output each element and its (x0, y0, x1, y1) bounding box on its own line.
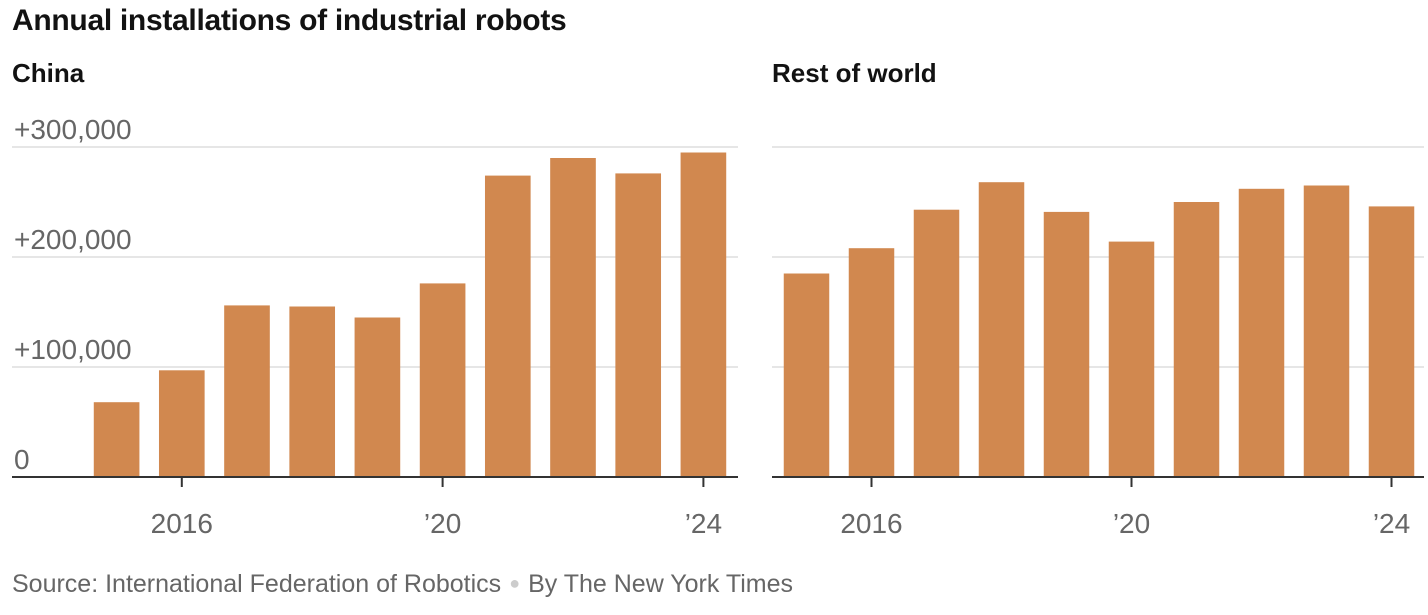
china-y-tick-label: 0 (14, 444, 30, 475)
byline-text: By The New York Times (528, 570, 793, 598)
rest-of-world-bar-2017 (913, 209, 960, 477)
china-bar-2015 (93, 402, 140, 477)
panel-title-china: China (12, 58, 85, 88)
china-y-tick-label: +200,000 (14, 224, 132, 255)
china-bar-2022 (550, 158, 596, 477)
china-bar-2020 (419, 283, 466, 477)
rest-of-world-bar-2022 (1238, 188, 1285, 478)
china-bar-2021 (484, 175, 531, 477)
china-y-tick-label: +300,000 (14, 114, 132, 145)
china-bar-2017 (224, 305, 270, 477)
china-bar-2016 (158, 370, 205, 477)
rest-of-world-x-tick-label: ’24 (1373, 508, 1410, 539)
china-bar-2024 (680, 152, 727, 477)
china-x-tick-label: 2016 (151, 508, 213, 539)
china-bar-2019 (354, 317, 401, 477)
rest-of-world-bar-2020 (1108, 241, 1155, 477)
rest-of-world-bar-2023 (1303, 185, 1350, 477)
rest-of-world-bar-2019 (1043, 211, 1090, 477)
rest-of-world-x-tick-label: ’20 (1113, 508, 1150, 539)
source-footer: Source: International Federation of Robo… (12, 570, 793, 599)
panel-title-rest-of-world: Rest of world (772, 58, 937, 88)
china-bar-2018 (289, 306, 336, 477)
china-x-tick-label: ’20 (424, 508, 461, 539)
china-bar-chart: 0 +100,000 +200,000 +300,000 2016 ’20 ’24 (12, 114, 738, 539)
rest-of-world-bar-2021 (1173, 202, 1220, 477)
china-y-tick-label: +100,000 (14, 334, 132, 365)
china-bar-2023 (615, 173, 662, 477)
rest-of-world-bar-chart: 2016 ’20 ’24 (772, 146, 1424, 539)
chart-title: Annual installations of industrial robot… (12, 4, 567, 37)
rest-of-world-bar-2024 (1368, 206, 1415, 477)
china-x-tick-label: ’24 (685, 508, 722, 539)
separator-dot: ● (509, 573, 521, 593)
rest-of-world-bar-2015 (783, 273, 830, 477)
rest-of-world-bar-2018 (978, 182, 1025, 477)
rest-of-world-x-tick-label: 2016 (840, 508, 902, 539)
source-text: Source: International Federation of Robo… (12, 570, 502, 598)
rest-of-world-bar-2016 (848, 248, 895, 477)
